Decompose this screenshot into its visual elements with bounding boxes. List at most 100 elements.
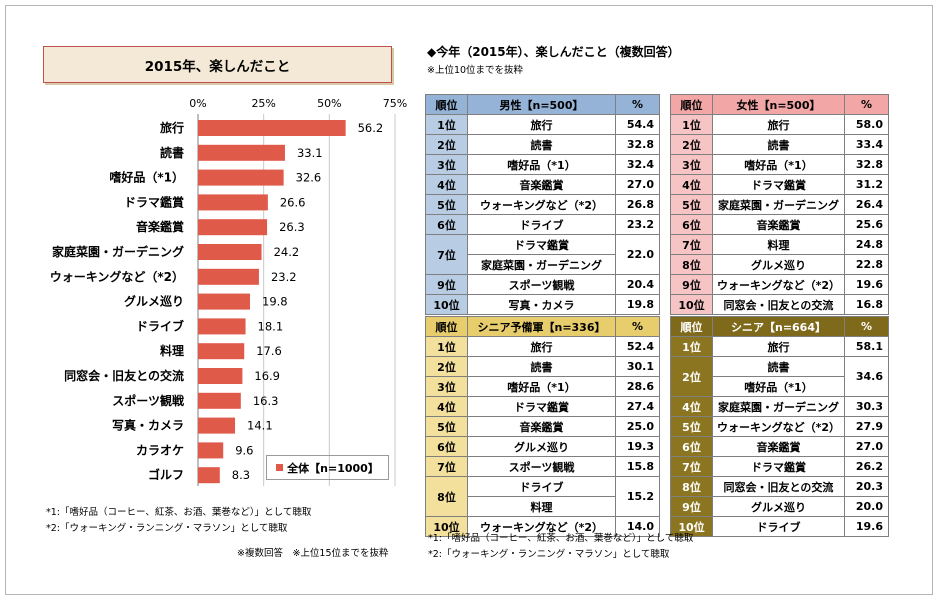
table-row: 9位 スポーツ観戦 20.4 [425, 274, 660, 295]
item-cell: 音楽鑑賞 [467, 416, 616, 437]
category-label: グルメ巡り [124, 294, 184, 309]
category-label: ゴルフ [148, 467, 184, 482]
value-cell: 15.2 [615, 476, 660, 517]
category-label: 読書 [160, 145, 184, 160]
category-label: ドライブ [136, 318, 184, 333]
category-label: 嗜好品（*1） [109, 170, 184, 185]
right-note-2: *2:「ウォーキング・ランニング・マラソン」として聴取 [428, 549, 670, 560]
rank-cell: 2位 [670, 134, 713, 155]
rank-cell: 8位 [670, 254, 713, 275]
value-cell: 20.3 [844, 476, 889, 497]
value-label: 19.8 [262, 295, 288, 309]
category-label: カラオケ [136, 443, 184, 457]
table-row: 8位 グルメ巡り 22.8 [670, 254, 889, 275]
value-cell: 25.0 [615, 416, 660, 437]
table-row: 6位 音楽鑑賞 25.6 [670, 214, 889, 235]
value-label: 24.2 [274, 245, 300, 259]
rank-cell: 6位 [425, 214, 468, 235]
rank-cell: 6位 [670, 436, 713, 457]
value-cell: 19.8 [615, 294, 660, 315]
category-label: ウォーキングなど（*2） [50, 269, 184, 284]
table-row: 7位 料理 24.8 [670, 234, 889, 255]
tables-subtitle: ※上位10位までを抜粋 [427, 65, 524, 76]
rank-cell: 10位 [670, 516, 713, 537]
category-label: 音楽鑑賞 [136, 219, 184, 234]
rank-cell: 5位 [670, 416, 713, 437]
table-header-row: 順位 男性【n=500】% [425, 94, 660, 115]
value-cell: 32.8 [844, 154, 889, 175]
value-cell: 30.1 [615, 356, 660, 377]
table-row: 9位 ウォーキングなど（*2） 19.6 [670, 274, 889, 295]
item-cell: 嗜好品（*1） [467, 154, 616, 175]
bar [198, 219, 268, 236]
rank-cell: 4位 [425, 174, 468, 195]
bar [198, 120, 346, 136]
value-label: 8.3 [232, 468, 250, 482]
left-note-1: *1:「嗜好品（コーヒー、紅茶、お酒、葉巻など）」として聴取 [46, 507, 312, 518]
item-cell: ウォーキングなど（*2） [467, 194, 616, 215]
bar [198, 169, 284, 186]
value-cell: 34.6 [844, 356, 889, 397]
category-label: ドラマ鑑賞 [124, 194, 184, 209]
rank-cell: 1位 [670, 114, 713, 135]
item-cell: 家庭菜園・ガーデニング [467, 254, 616, 275]
table-row: 3位 嗜好品（*1） 32.4 [425, 154, 660, 175]
x-tick-label: 50% [317, 97, 341, 110]
group-header: シニア【n=664】 [712, 316, 845, 337]
table-row: 嗜好品（*1） [671, 376, 889, 397]
rank-cell: 10位 [425, 516, 468, 537]
rank-cell: 1位 [425, 336, 468, 357]
value-cell: 20.0 [844, 496, 889, 517]
table-row: 1位 旅行 54.4 [425, 114, 660, 135]
rank-cell: 5位 [670, 194, 713, 215]
rank-cell: 3位 [425, 376, 468, 397]
rank-cell: 2位 [425, 356, 468, 377]
item-cell: スポーツ観戦 [467, 274, 616, 295]
table-row: 1位 旅行 52.4 [425, 336, 660, 357]
table-row: 2位 読書 33.4 [670, 134, 889, 155]
category-label: 同窓会・旧友との交流 [64, 368, 184, 383]
item-cell: 嗜好品（*1） [712, 154, 845, 175]
item-cell: 嗜好品（*1） [712, 376, 845, 397]
table-row: 10位 ウォーキングなど（*2） 14.0 [425, 516, 660, 537]
value-label: 26.3 [279, 220, 305, 234]
item-cell: 家庭菜園・ガーデニング [712, 396, 845, 417]
rank-cell: 9位 [670, 496, 713, 517]
bar [198, 268, 259, 285]
bar [198, 244, 262, 260]
table-row: 8位 同窓会・旧友との交流 20.3 [670, 476, 889, 497]
item-cell: ドライブ [467, 476, 616, 497]
rank-cell: 7位 [670, 456, 713, 477]
item-cell: 読書 [467, 356, 616, 377]
item-cell: グルメ巡り [712, 496, 845, 517]
item-cell: 読書 [712, 134, 845, 155]
item-cell: ドラマ鑑賞 [467, 396, 616, 417]
item-cell: ドラマ鑑賞 [712, 174, 845, 195]
item-cell: 写真・カメラ [467, 294, 616, 315]
rank-cell: 5位 [425, 194, 468, 215]
rank-cell: 4位 [670, 174, 713, 195]
item-cell: ドライブ [712, 516, 845, 537]
table-row: 8位 ドライブ 15.2 [425, 476, 660, 517]
value-cell: 19.3 [615, 436, 660, 457]
value-cell: 26.4 [844, 194, 889, 215]
rank-cell: 9位 [425, 274, 468, 295]
value-cell: 27.4 [615, 396, 660, 417]
table-row: 4位 ドラマ鑑賞 27.4 [425, 396, 660, 417]
chart-title: 2015年、楽しんだこと [43, 46, 392, 83]
item-cell: ドラマ鑑賞 [467, 234, 616, 255]
bar [198, 368, 243, 384]
item-cell: 読書 [712, 356, 845, 377]
rank-cell: 2位 [670, 356, 713, 397]
value-cell: 26.2 [844, 456, 889, 477]
item-cell: ウォーキングなど（*2） [712, 274, 845, 295]
table-row: 6位 音楽鑑賞 27.0 [670, 436, 889, 457]
ranking-table-pre-senior: 順位 シニア予備軍【n=336】% 1位 旅行 52.4 2位 読書 30.1 3位 嗜好品（*1… [425, 316, 660, 537]
item-cell: 嗜好品（*1） [467, 376, 616, 397]
table-row: 5位 音楽鑑賞 25.0 [425, 416, 660, 437]
item-cell: 家庭菜園・ガーデニング [712, 194, 845, 215]
bar [198, 442, 224, 459]
table-row: 6位 グルメ巡り 19.3 [425, 436, 660, 457]
rank-cell: 8位 [425, 476, 468, 517]
bar [198, 417, 236, 434]
